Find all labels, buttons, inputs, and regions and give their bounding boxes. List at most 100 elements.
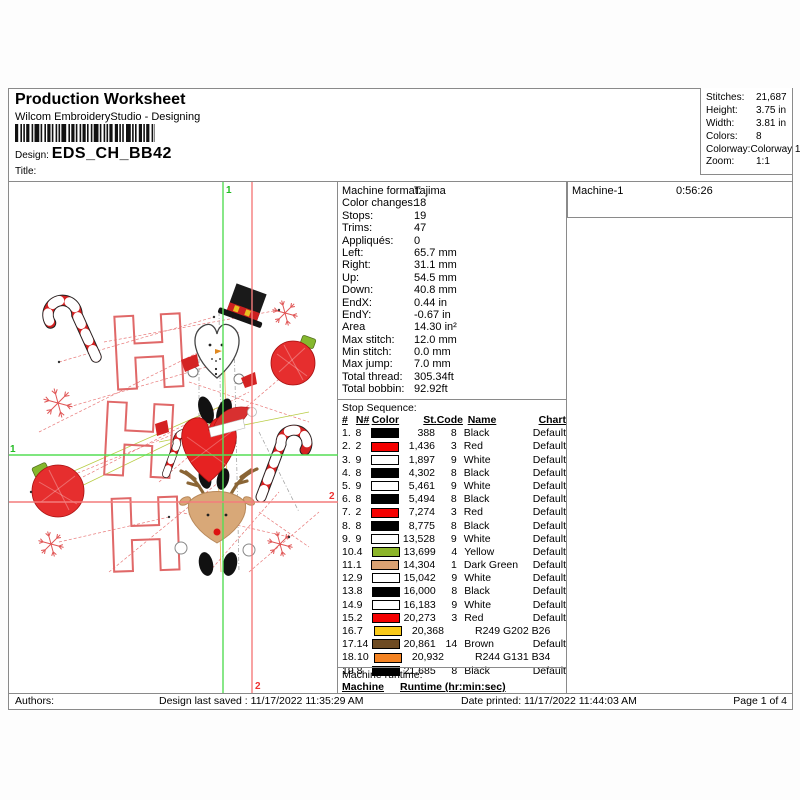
color-cell xyxy=(371,638,400,651)
info-row: Height: 3.75 in xyxy=(706,105,792,118)
needle-number: 14 xyxy=(356,638,369,651)
stop-sequence-row: 8. 8 8,775 8 Black Default xyxy=(342,520,566,533)
candy-cane-top-left xyxy=(42,294,102,363)
stop-sequence-row: 6. 8 5,494 8 Black Default xyxy=(342,493,566,506)
ornament-bottom-left xyxy=(31,462,85,518)
chart-name: Default xyxy=(532,545,566,558)
stitch-count: 13,699 xyxy=(403,545,436,558)
color-code: 8 xyxy=(451,664,458,677)
needle-number: 8 xyxy=(355,519,362,532)
color-chip xyxy=(371,573,400,584)
guide-marker-2-bottom: 2 xyxy=(255,681,261,692)
color-cell xyxy=(371,572,400,585)
guide-marker-1-left: 1 xyxy=(10,444,16,455)
color-chip xyxy=(370,481,399,492)
column-header: Name xyxy=(467,414,497,426)
info-value: 7.0 mm xyxy=(414,358,451,371)
stop-sequence-section: Stop Sequence: # N# Color St. Code Name Chart … xyxy=(338,399,566,678)
color-chip xyxy=(371,586,400,597)
info-value: 3.75 in xyxy=(756,104,787,116)
last-saved: Design last saved : 11/17/2022 11:35:29 … xyxy=(159,695,364,707)
info-label: Color changes: xyxy=(342,197,416,210)
info-label: Max stitch: xyxy=(342,333,395,346)
info-row: Machine format: Tajima xyxy=(342,185,566,197)
color-cell xyxy=(370,467,399,480)
color-cell xyxy=(371,665,400,678)
info-label: Stops: xyxy=(342,209,374,222)
info-label: Up: xyxy=(342,271,360,284)
title-label: Title: xyxy=(15,166,37,177)
reindeer xyxy=(174,467,259,576)
color-chip xyxy=(370,533,399,544)
design-value: EDS_CH_BB42 xyxy=(51,145,172,162)
needle-number: 4 xyxy=(356,545,363,558)
machine-time: 0:56:26 xyxy=(676,185,713,197)
svg-text:H: H xyxy=(102,476,190,596)
color-cell xyxy=(374,625,404,638)
color-name: Black xyxy=(463,466,490,479)
stitch-count: 16,183 xyxy=(403,598,436,611)
info-value: 3.81 in xyxy=(756,117,787,129)
color-code: 9 xyxy=(451,598,458,611)
info-value: 14.30 in² xyxy=(414,321,457,334)
needle-number: 2 xyxy=(356,611,363,624)
chart-name: Default xyxy=(532,506,566,519)
stitch-count: 13,528 xyxy=(402,532,436,545)
color-code: 8 xyxy=(450,466,457,479)
color-name: Black xyxy=(463,519,490,532)
stitch-points xyxy=(29,308,291,539)
info-value: 19 xyxy=(414,209,427,222)
stitch-count: 20,273 xyxy=(403,611,436,624)
stitch-count: 5,494 xyxy=(408,493,436,506)
production-worksheet-page: Production Worksheet Wilcom EmbroiderySt… xyxy=(8,88,800,710)
info-label: Width: xyxy=(706,117,735,129)
needle-number: 9 xyxy=(355,532,362,545)
color-chip xyxy=(371,639,400,650)
color-cell xyxy=(370,520,399,533)
info-row: Area 14.30 in² xyxy=(342,321,566,333)
info-row: Colors: 8 xyxy=(706,131,792,144)
color-cell xyxy=(371,599,400,612)
needle-number: 8 xyxy=(355,427,362,440)
color-name: Yellow xyxy=(464,545,495,558)
design-preview: H H H xyxy=(9,182,338,694)
machine-name: Machine-1 xyxy=(572,185,624,197)
stitch-count: 5,461 xyxy=(408,479,436,492)
stop-number: 15. xyxy=(342,611,357,624)
color-chip xyxy=(371,560,400,571)
app-subtitle: Wilcom EmbroideryStudio - Designing xyxy=(15,111,201,123)
chart-name: Default xyxy=(532,440,566,453)
needle-number: 7 xyxy=(357,625,363,637)
stop-sequence-row: 5. 9 5,461 9 White Default xyxy=(342,480,566,493)
runtime-col-machine: Machine xyxy=(342,681,385,693)
color-name: Red xyxy=(463,506,483,519)
stop-sequence-title: Stop Sequence: xyxy=(342,402,417,414)
machine-runtime-title: Machine runtime: xyxy=(342,669,423,681)
info-label: Trims: xyxy=(342,222,373,235)
column-header: St. xyxy=(423,414,437,426)
color-chip xyxy=(370,494,399,505)
color-cell xyxy=(371,546,400,559)
stop-number: 12. xyxy=(342,572,357,585)
color-chip xyxy=(374,652,402,663)
info-value: 54.5 mm xyxy=(414,271,457,284)
color-code: 9 xyxy=(450,453,457,466)
stop-sequence-row: 11. 1 14,304 1 Dark Green Default xyxy=(342,559,566,572)
color-cell xyxy=(370,440,399,453)
chart-name: Default xyxy=(532,598,566,611)
stop-sequence-row: 9. 9 13,528 9 White Default xyxy=(342,533,566,546)
design-summary-box: Stitches: 21,687 Height: 3.75 in Width: … xyxy=(700,88,800,175)
stop-sequence-header: # N# Color St. Code Name Chart xyxy=(342,414,566,427)
color-chip xyxy=(371,665,400,676)
info-row: Stops: 19 xyxy=(342,210,566,222)
info-row: Width: 3.81 in xyxy=(706,118,792,131)
color-code: 14 xyxy=(445,638,458,651)
design-label: Design: xyxy=(15,150,49,161)
page-title: Production Worksheet xyxy=(15,91,186,108)
info-label: Zoom: xyxy=(706,156,735,168)
info-row: Max jump: 7.0 mm xyxy=(342,358,566,370)
color-name: Dark Green xyxy=(463,559,519,572)
stitch-count: 20,932 xyxy=(411,651,444,664)
stop-number: 4. xyxy=(342,466,351,479)
stop-sequence-row: 18. 10 20,932 R244 G131 B34 xyxy=(342,651,566,664)
